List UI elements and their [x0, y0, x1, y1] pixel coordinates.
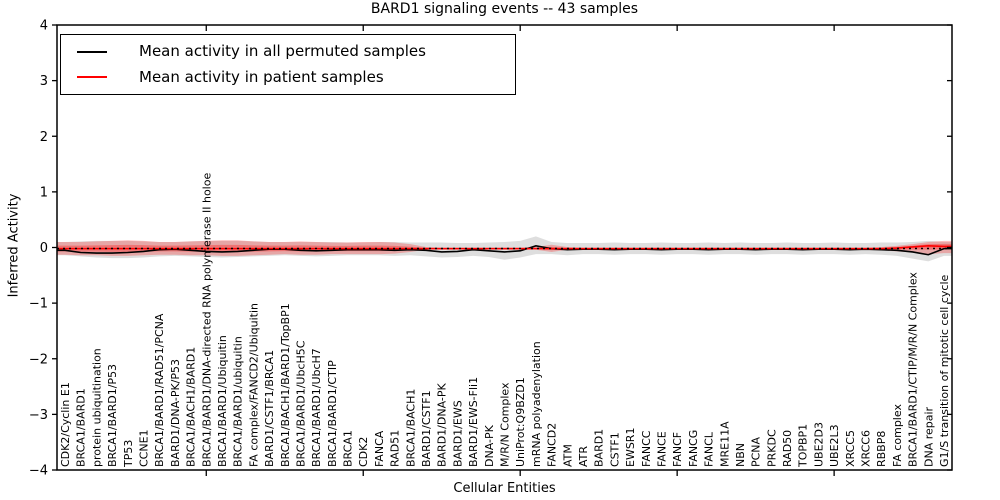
- x-category-label: BRCA1/BARD1/P53: [106, 364, 119, 467]
- x-category-label: UBE2D3: [812, 422, 825, 467]
- x-category-label: BRCA1/BARD1/CTIP/M/R/N Complex: [907, 272, 920, 467]
- x-category-label: TP53: [122, 440, 135, 468]
- x-category-label: BARD1/CSTF1/BRCA1: [263, 350, 276, 467]
- x-category-label: CDK2/Cyclin E1: [59, 382, 72, 467]
- x-category-label: RAD51: [389, 430, 402, 467]
- x-category-label: FANCG: [687, 430, 700, 467]
- x-category-label: protein ubiquitination: [90, 348, 103, 467]
- y-axis-title: Inferred Activity: [6, 193, 22, 298]
- y-tick-label: 1: [40, 185, 48, 200]
- x-category-label: MRE11A: [718, 421, 731, 467]
- x-category-label: DNA repair: [922, 406, 935, 467]
- y-tick-label: −4: [29, 464, 48, 479]
- x-axis-title: Cellular Entities: [453, 481, 556, 496]
- x-category-label: BARD1: [593, 429, 606, 467]
- y-tick-label: 0: [40, 241, 48, 256]
- x-category-label: CDK2: [357, 437, 370, 467]
- x-category-label: FA complex/FANCD2/Ubiquitin: [247, 303, 260, 467]
- x-category-label: CSTF1: [608, 432, 621, 467]
- x-category-label: BRCA1/BACH1/BARD1/TopBP1: [279, 303, 292, 467]
- y-tick-label: 4: [40, 19, 48, 34]
- x-category-label: BARD1/DNA-PK/P53: [169, 359, 182, 467]
- x-category-label: PRKDC: [765, 429, 778, 467]
- x-category-label: FANCA: [373, 430, 386, 467]
- x-category-label: BRCA1/BACH1/BARD1: [185, 347, 198, 467]
- x-category-label: BRCA1/BARD1/DNA-directed RNA polymerase …: [200, 173, 213, 467]
- x-category-label: BRCA1/BARD1/CTIP: [326, 360, 339, 467]
- x-category-label: DNA-PK: [483, 424, 496, 467]
- x-category-label: BARD1/CSTF1: [420, 390, 433, 467]
- x-category-label: NBN: [734, 443, 747, 467]
- x-category-label: UniProt:Q9BZD1: [514, 377, 527, 467]
- x-category-label: RBBP8: [875, 431, 888, 467]
- x-category-label: BRCA1/BARD1/UbcH5C: [294, 340, 307, 467]
- x-category-label: BRCA1/BARD1/ubiquitin: [232, 336, 245, 467]
- legend: Mean activity in all permuted samples Me…: [60, 34, 516, 95]
- x-category-label: FANCE: [655, 431, 668, 467]
- x-category-label: FANCL: [703, 431, 716, 467]
- x-category-label: TOPBP1: [797, 424, 810, 468]
- legend-item-permuted: Mean activity in all permuted samples: [61, 39, 515, 65]
- x-category-label: FANCD2: [546, 423, 559, 467]
- patient-line-swatch-icon: [77, 76, 107, 79]
- x-category-label: FANCC: [640, 430, 653, 467]
- x-category-label: BRCA1/BARD1: [75, 388, 88, 467]
- x-category-label: BARD1/EWS-Fli1: [467, 377, 480, 467]
- x-category-label: RAD50: [781, 430, 794, 467]
- x-category-label: CCNE1: [137, 429, 150, 467]
- legend-label-permuted: Mean activity in all permuted samples: [139, 42, 426, 61]
- x-category-label: BRCA1/BARD1/UbcH7: [310, 348, 323, 467]
- permuted-mean-line: [57, 245, 952, 256]
- x-category-label: BRCA1/BACH1: [404, 389, 417, 467]
- x-category-label: BRCA1/BARD1/RAD51/PCNA: [153, 313, 166, 467]
- x-category-label: mRNA polyadenylation: [530, 341, 543, 467]
- permuted-line-swatch-icon: [77, 50, 107, 53]
- legend-label-patient: Mean activity in patient samples: [139, 67, 384, 86]
- x-category-label: ATM: [561, 444, 574, 467]
- x-category-label: UBE2L3: [828, 424, 841, 467]
- y-tick-label: −2: [29, 352, 48, 367]
- x-category-label: BRCA1: [342, 430, 355, 467]
- x-category-label: FA complex: [891, 404, 904, 467]
- x-category-label: BARD1/DNA-PK: [436, 383, 449, 467]
- x-category-label: PCNA: [750, 436, 763, 467]
- x-category-label: FANCF: [671, 432, 684, 467]
- y-tick-label: 3: [40, 74, 48, 89]
- x-category-label: XRCC6: [860, 430, 873, 467]
- x-category-label: M/R/N Complex: [499, 382, 512, 467]
- chart-title: BARD1 signaling events -- 43 samples: [370, 1, 639, 17]
- x-category-label: G1/S transition of mitotic cell cycle: [938, 274, 951, 467]
- y-tick-label: −1: [29, 297, 48, 312]
- y-tick-label: 2: [40, 130, 48, 145]
- y-tick-label: −3: [29, 408, 48, 423]
- x-category-label: ATR: [577, 446, 590, 467]
- x-category-label: XRCC5: [844, 430, 857, 467]
- x-category-label: BARD1/EWS: [451, 400, 464, 467]
- x-category-label: BRCA1/BARD1/Ubiquitin: [216, 335, 229, 467]
- legend-item-patient: Mean activity in patient samples: [61, 65, 515, 91]
- x-category-label: EWSR1: [624, 428, 637, 467]
